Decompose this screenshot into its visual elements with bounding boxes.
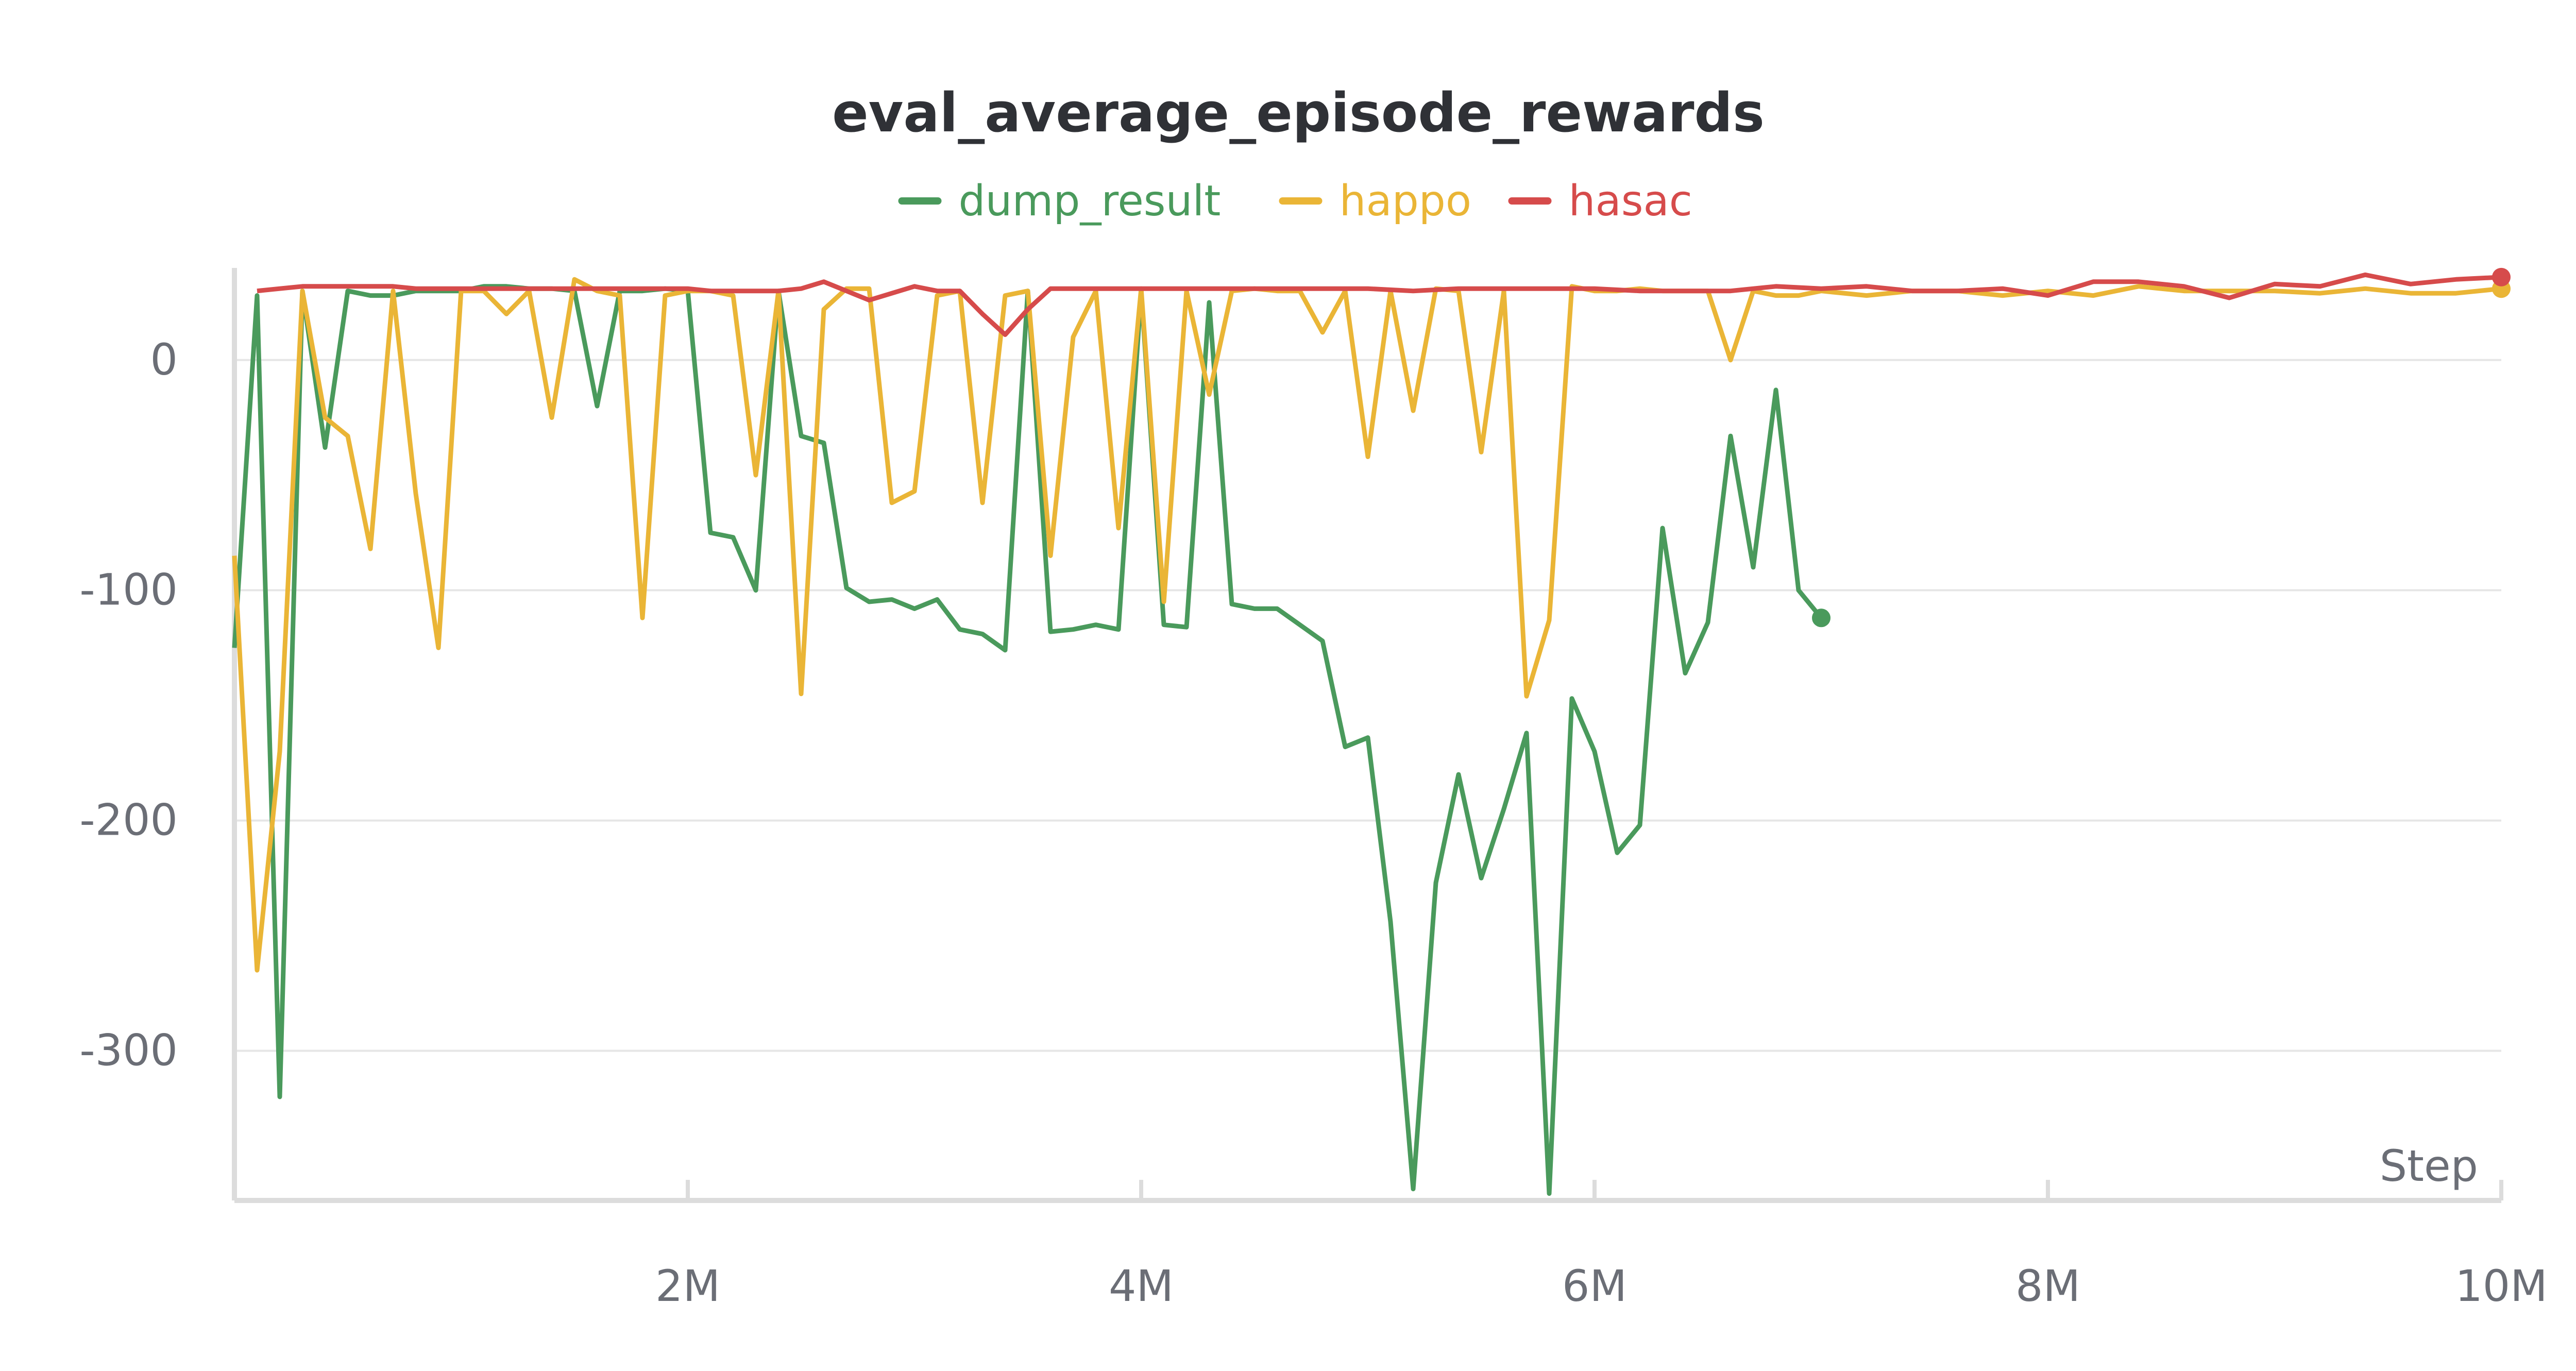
series-end-marker-hasac <box>2492 267 2511 286</box>
x-tick-label: 2M <box>655 1261 720 1311</box>
y-tick-label: -100 <box>79 565 178 615</box>
x-tick-label: 6M <box>1562 1261 1627 1311</box>
axes: 0 -100 -200 -300 2M 4M 6M 8M 10M <box>79 268 2548 1311</box>
legend-label-happo: happo <box>1340 177 1472 226</box>
series-line-happo <box>232 277 2502 973</box>
legend-label-hasac: hasac <box>1569 177 1692 226</box>
x-tick-label: 4M <box>1109 1261 1174 1311</box>
gridlines <box>234 359 2501 1052</box>
series-end-marker-dump_result <box>1812 608 1831 628</box>
series-line-dump_result <box>232 284 1823 1196</box>
series-line-hasac <box>257 272 2502 337</box>
y-tick-label: -200 <box>79 795 178 845</box>
y-tick-label: -300 <box>79 1025 178 1076</box>
y-tick-label: 0 <box>150 334 178 385</box>
x-axis-title: Step <box>2380 1141 2478 1191</box>
legend: dump_result happo hasac <box>898 177 1692 226</box>
chart-title: eval_average_episode_rewards <box>832 81 1765 144</box>
legend-label-dump_result: dump_result <box>959 177 1221 226</box>
series-layer <box>232 267 2511 1196</box>
x-tick-label: 10M <box>2455 1261 2547 1311</box>
x-tick-label: 8M <box>2015 1261 2080 1311</box>
